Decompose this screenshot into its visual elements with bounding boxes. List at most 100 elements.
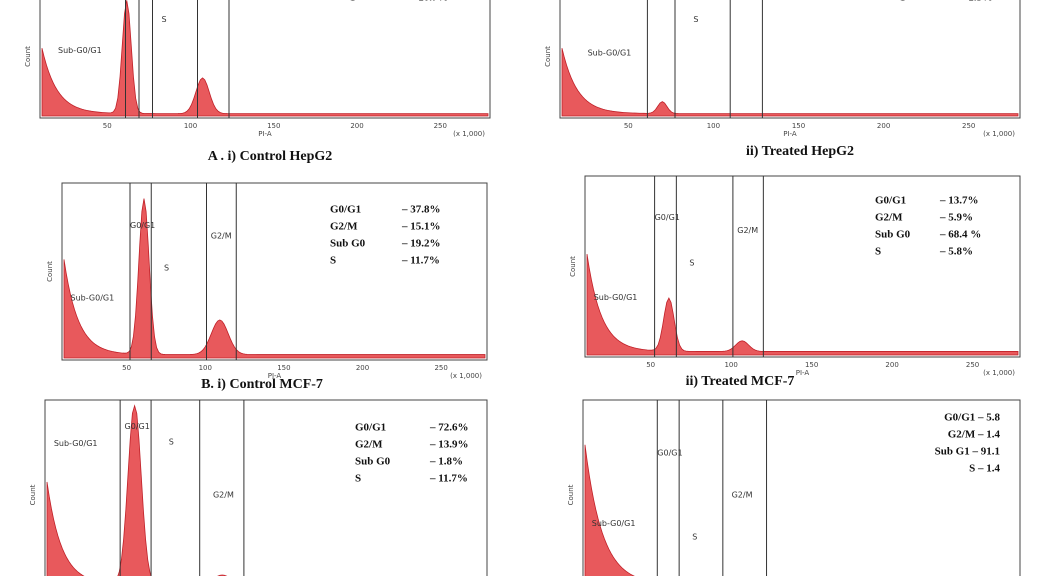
histogram [561, 48, 1019, 117]
panel-caption: B. i) Control MCF-7 [201, 377, 323, 392]
plot-frame [44, 399, 488, 576]
histogram [46, 404, 228, 576]
plot-frame [559, 0, 1021, 119]
x-tick-label: 50 [646, 361, 655, 369]
x-tick-label: 150 [792, 122, 805, 130]
x-tick-label: 50 [103, 122, 112, 130]
stat-value: – 11.7% [429, 473, 468, 485]
x-tick-label: 200 [885, 361, 898, 369]
plot-frame [584, 175, 1021, 358]
x-tick-label: 200 [350, 122, 363, 130]
gate-label: Sub-G0/G1 [588, 48, 632, 57]
stat-label: G2/M [875, 212, 903, 224]
x-tick-label: 50 [624, 122, 633, 130]
stat-value: – 5.9% [939, 212, 973, 224]
x-axis-label: PI-A [796, 369, 810, 377]
stat-value: – 1.3% [959, 0, 993, 4]
x-tick-label: 200 [877, 122, 890, 130]
x-tick-label: 150 [267, 122, 280, 130]
gate-label: S [689, 258, 694, 267]
panel-caption: ii) Treated HepG2 [746, 144, 854, 159]
stat-value: – 19.2% [401, 238, 441, 250]
x-tick-label: 100 [724, 361, 737, 369]
x-unit: (x 1,000) [453, 130, 485, 138]
stat-label: S – 1.4 [969, 463, 1000, 475]
x-tick-label: 50 [122, 364, 131, 372]
gate-label: S [164, 263, 169, 272]
stat-label: G0/G1 [330, 204, 361, 216]
histogram [586, 254, 1019, 356]
y-axis-label: Count [569, 256, 577, 277]
x-unit: (x 1,000) [450, 372, 482, 380]
stat-label: S [355, 473, 361, 485]
stat-label: S [875, 246, 881, 258]
gate-label: G0/G1 [657, 449, 682, 458]
plot-frame [582, 399, 1021, 576]
x-tick-label: 150 [805, 361, 818, 369]
stat-value: – 68.4 % [939, 229, 981, 241]
x-axis-label: PI-A [258, 130, 272, 138]
gate-label: G2/M [737, 226, 758, 235]
stat-value: – 37.8% [401, 204, 441, 216]
x-unit: (x 1,000) [983, 369, 1015, 377]
y-axis-label: Count [24, 46, 32, 67]
gate-label: Sub-G0/G1 [54, 439, 98, 448]
histogram [41, 0, 489, 117]
histogram [584, 444, 635, 576]
stat-value: – 11.7% [401, 255, 440, 267]
stat-value: – 5.8% [939, 246, 973, 258]
gate-label: S [693, 15, 698, 24]
stat-value: – 13.9% [429, 439, 469, 451]
stat-value: – 10.7% [409, 0, 449, 4]
stat-label: G0/G1 [875, 195, 906, 207]
stat-value: – 13.7% [939, 195, 979, 207]
x-tick-label: 250 [434, 364, 447, 372]
x-tick-label: 100 [199, 364, 212, 372]
stat-value: – 72.6% [429, 422, 469, 434]
stat-label: S [900, 0, 906, 4]
gate-label: Sub-G0/G1 [592, 519, 636, 528]
x-unit: (x 1,000) [983, 130, 1015, 138]
stat-label: G2/M – 1.4 [948, 429, 1001, 441]
y-axis-label: Count [46, 261, 54, 282]
stat-label: Sub G1 – 91.1 [935, 446, 1000, 458]
panel-caption: A . i) Control HepG2 [208, 149, 333, 164]
x-axis-label: PI-A [268, 372, 282, 380]
stat-label: Sub G0 [355, 456, 391, 468]
x-tick-label: 150 [277, 364, 290, 372]
gate-label: G0/G1 [130, 221, 155, 230]
stat-label: Sub G0 [330, 238, 366, 250]
stat-label: Sub G0 [875, 229, 911, 241]
y-axis-label: Count [29, 484, 37, 505]
stat-label: S [350, 0, 356, 4]
stat-label: S [330, 255, 336, 267]
stat-value: – 1.8% [429, 456, 463, 468]
x-tick-label: 100 [707, 122, 720, 130]
stat-label: G0/G1 [355, 422, 386, 434]
gate-label: S [169, 437, 174, 446]
plot-frame [39, 0, 491, 119]
gate-label: S [692, 532, 697, 541]
y-axis-label: Count [567, 484, 575, 505]
gate-label: Sub-G0/G1 [594, 293, 638, 302]
x-tick-label: 200 [356, 364, 369, 372]
x-tick-label: 100 [184, 122, 197, 130]
x-tick-label: 250 [966, 361, 979, 369]
y-axis-label: Count [544, 46, 552, 67]
gate-label: S [162, 15, 167, 24]
gate-label: G0/G1 [655, 213, 680, 222]
x-tick-label: 250 [434, 122, 447, 130]
gate-label: G0/G1 [125, 422, 150, 431]
gate-label: Sub-G0/G1 [71, 294, 115, 303]
gate-label: G2/M [732, 491, 753, 500]
gate-label: G2/M [213, 491, 234, 500]
gate-label: Sub-G0/G1 [58, 46, 102, 55]
panel-caption: ii) Treated MCF-7 [686, 374, 795, 389]
x-axis-label: PI-A [783, 130, 797, 138]
stat-label: G2/M [355, 439, 383, 451]
stat-label: G2/M [330, 221, 358, 233]
histogram [63, 198, 486, 359]
x-tick-label: 250 [962, 122, 975, 130]
